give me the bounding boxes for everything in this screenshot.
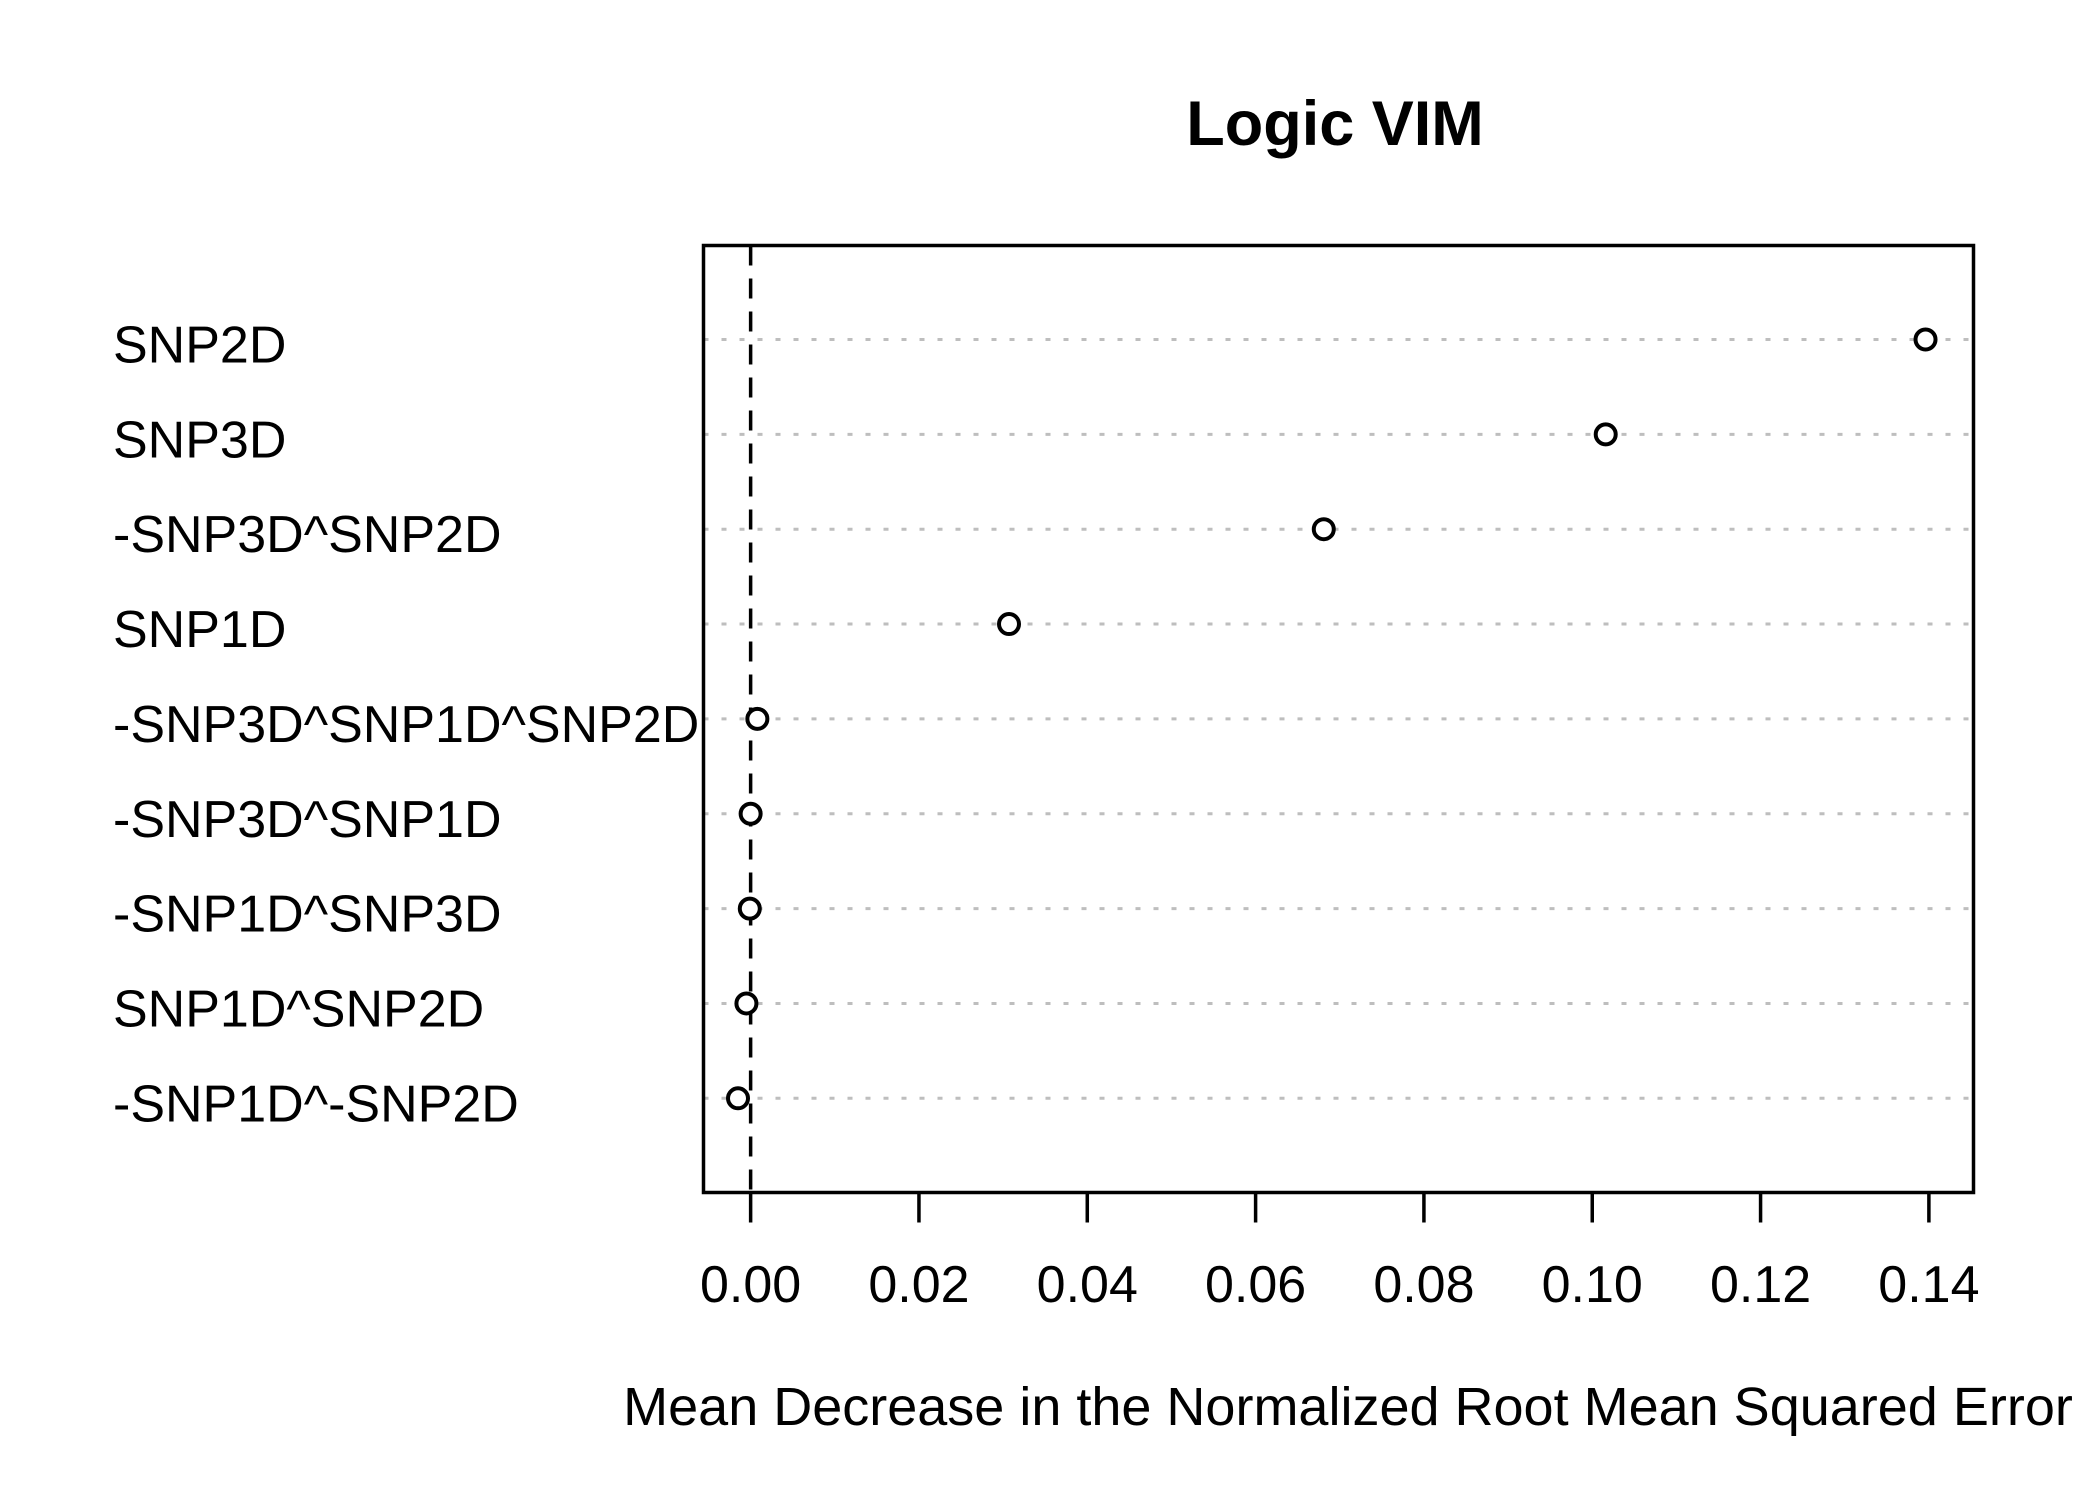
data-point bbox=[734, 991, 759, 1016]
chart-title: Logic VIM bbox=[1186, 89, 1484, 159]
y-category-label: SNP1D bbox=[113, 601, 286, 659]
data-point bbox=[738, 801, 763, 826]
x-tick-label: 0.10 bbox=[1542, 1256, 1643, 1314]
data-point bbox=[745, 706, 770, 731]
data-point bbox=[726, 1086, 751, 1111]
x-tick-label: 0.08 bbox=[1373, 1256, 1474, 1314]
x-axis-label: Mean Decrease in the Normalized Root Mea… bbox=[623, 1377, 2073, 1437]
y-category-label: -SNP1D^SNP3D bbox=[113, 886, 502, 944]
data-point bbox=[1311, 517, 1336, 542]
y-category-label: SNP2D bbox=[113, 317, 286, 375]
y-category-label: SNP3D bbox=[113, 411, 286, 469]
x-tick-label: 0.06 bbox=[1205, 1256, 1306, 1314]
y-category-label: -SNP1D^-SNP2D bbox=[113, 1075, 519, 1133]
y-category-label: SNP1D^SNP2D bbox=[113, 980, 484, 1038]
x-tick-label: 0.12 bbox=[1710, 1256, 1811, 1314]
plot-box bbox=[701, 243, 1976, 1195]
data-point bbox=[737, 896, 762, 921]
plot-area: 0.00 0.02 0.04 0.06 0.08 0.10 0.12 0.14 SNP2D SNP… bbox=[113, 245, 1980, 1314]
x-tick-label: 0.02 bbox=[868, 1256, 969, 1314]
y-category-label: -SNP3D^SNP1D^SNP2D bbox=[113, 696, 699, 754]
data-point bbox=[997, 612, 1022, 637]
data-point bbox=[1593, 422, 1618, 447]
y-category-label: -SNP3D^SNP1D bbox=[113, 791, 502, 849]
x-tick-label: 0.00 bbox=[700, 1256, 801, 1314]
y-category-label: -SNP3D^SNP2D bbox=[113, 506, 502, 564]
x-tick-label: 0.04 bbox=[1037, 1256, 1138, 1314]
x-tick-label: 0.14 bbox=[1878, 1256, 1979, 1314]
data-point bbox=[1913, 327, 1938, 352]
